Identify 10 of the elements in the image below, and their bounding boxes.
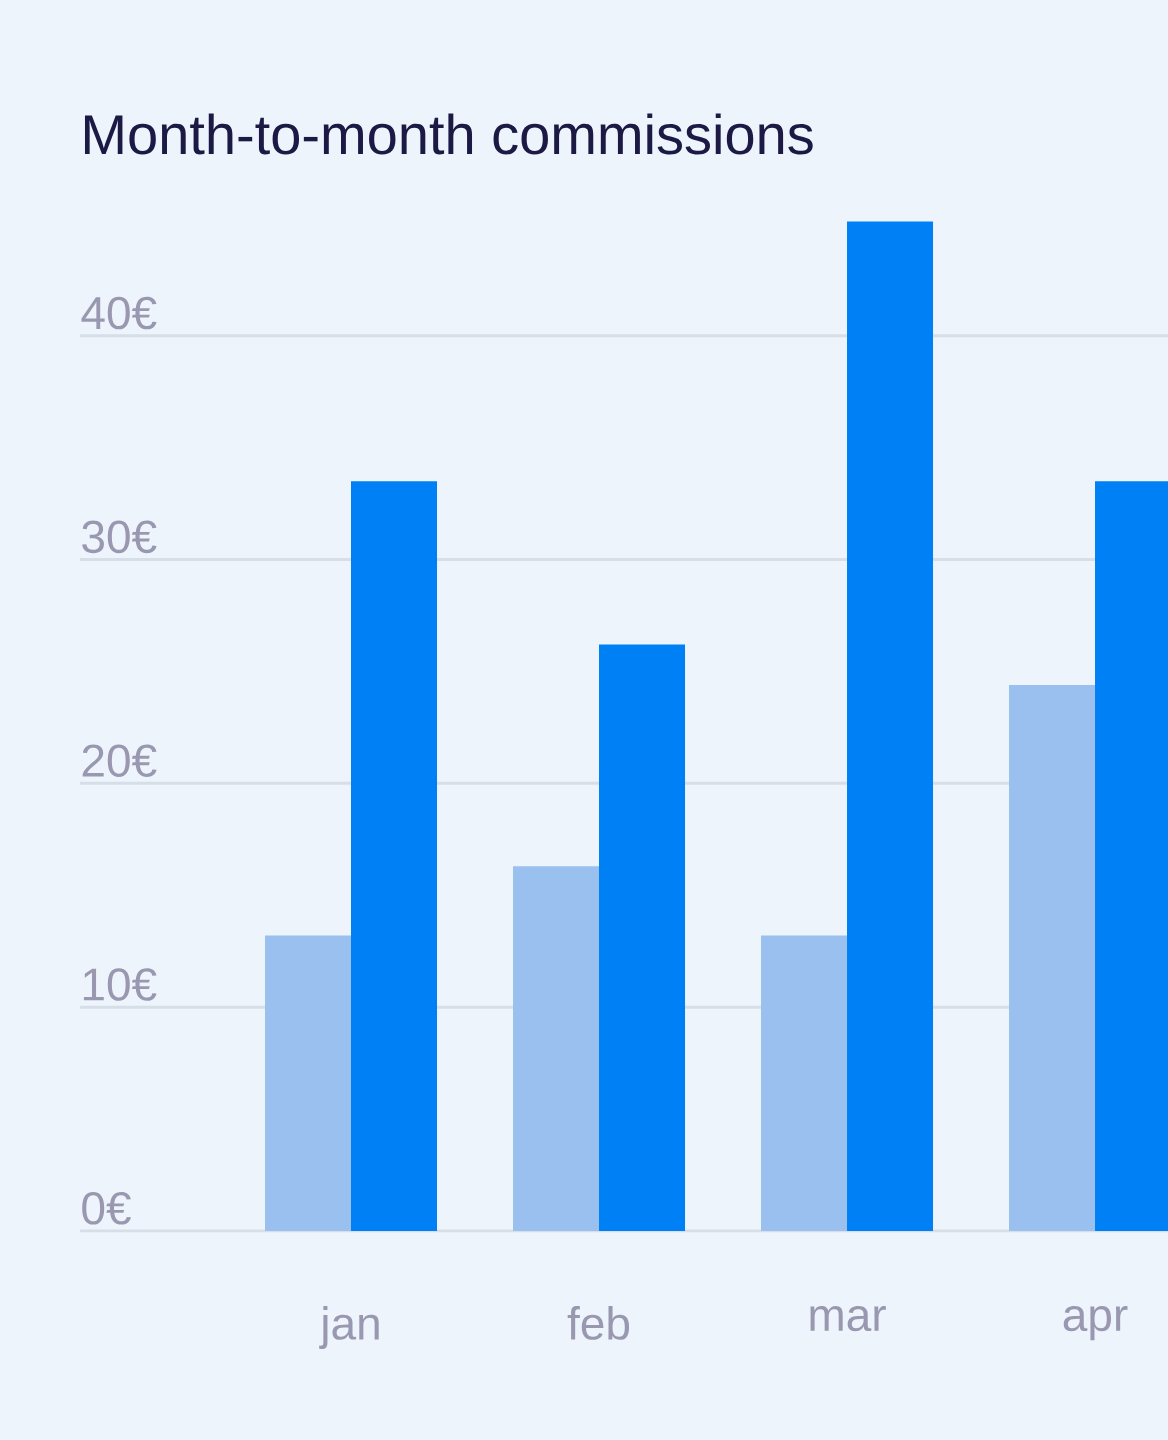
y-tick-label: 10€ xyxy=(83,968,157,1001)
y-tick-label: 20€ xyxy=(82,744,157,777)
y-tick-label: 40€ xyxy=(81,296,157,330)
text: Month-to-month commissions xyxy=(84,113,813,155)
y-tick-label: 30€ xyxy=(82,520,157,554)
x-tick-label: mar xyxy=(810,1306,886,1332)
x-tick-label: apr xyxy=(1063,1306,1128,1341)
x-tick-label: feb xyxy=(567,1306,630,1340)
y-tick-label: 0€ xyxy=(82,1192,131,1225)
x-tick-label: jan xyxy=(319,1306,379,1349)
